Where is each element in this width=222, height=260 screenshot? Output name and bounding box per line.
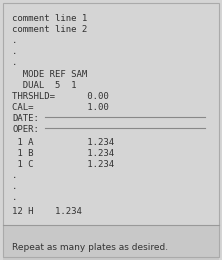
Text: comment line 1: comment line 1 <box>12 14 87 23</box>
Text: 1 B          1.234: 1 B 1.234 <box>12 149 114 158</box>
Text: .: . <box>12 171 17 180</box>
Text: MODE REF SAM: MODE REF SAM <box>12 70 87 79</box>
Text: 1 C          1.234: 1 C 1.234 <box>12 160 114 169</box>
Text: Repeat as many plates as desired.: Repeat as many plates as desired. <box>12 243 168 252</box>
Text: 12 H    1.234: 12 H 1.234 <box>12 207 82 216</box>
Text: .: . <box>12 182 17 191</box>
Text: .: . <box>12 36 17 45</box>
Text: comment line 2: comment line 2 <box>12 25 87 34</box>
Text: DATE:: DATE: <box>12 114 39 123</box>
Text: 1 A          1.234: 1 A 1.234 <box>12 138 114 147</box>
Text: CAL=          1.00: CAL= 1.00 <box>12 103 109 112</box>
Text: THRSHLD=      0.00: THRSHLD= 0.00 <box>12 92 109 101</box>
Text: .: . <box>12 58 17 67</box>
Text: .: . <box>12 193 17 202</box>
Text: .: . <box>12 47 17 56</box>
FancyBboxPatch shape <box>3 226 219 260</box>
Text: DUAL  5  1: DUAL 5 1 <box>12 81 77 90</box>
Text: OPER:: OPER: <box>12 125 39 134</box>
